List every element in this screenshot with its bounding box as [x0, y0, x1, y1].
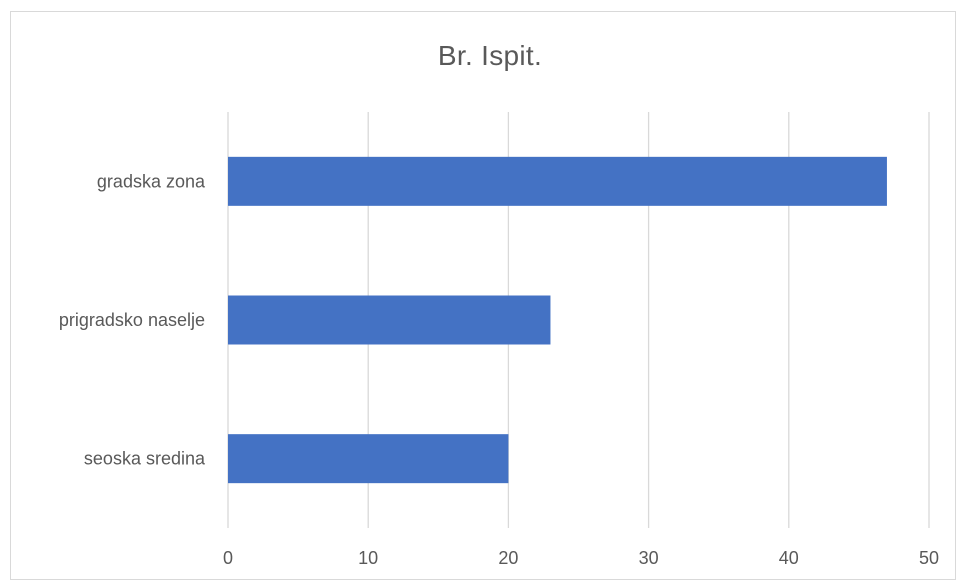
bar-gradska-zona — [228, 156, 887, 206]
x-tick-label: 30 — [639, 548, 659, 568]
x-tick-label: 50 — [919, 548, 939, 568]
bars — [228, 156, 887, 484]
chart-title: Br. Ispit. — [437, 40, 543, 71]
category-labels: gradska zona prigradsko naselje seoska sre… — [59, 171, 206, 468]
x-tick-label: 10 — [358, 548, 378, 568]
bar-prigradsko-naselje — [228, 295, 551, 345]
tick-labels: 0 10 20 30 40 50 — [223, 548, 939, 568]
category-label: seoska sredina — [84, 449, 206, 469]
category-label: prigradsko naselje — [59, 310, 205, 330]
x-tick-label: 20 — [498, 548, 518, 568]
x-tick-label: 40 — [779, 548, 799, 568]
category-label: gradska zona — [97, 171, 206, 191]
bar-seoska-sredina — [228, 434, 509, 484]
x-tick-label: 0 — [223, 548, 233, 568]
